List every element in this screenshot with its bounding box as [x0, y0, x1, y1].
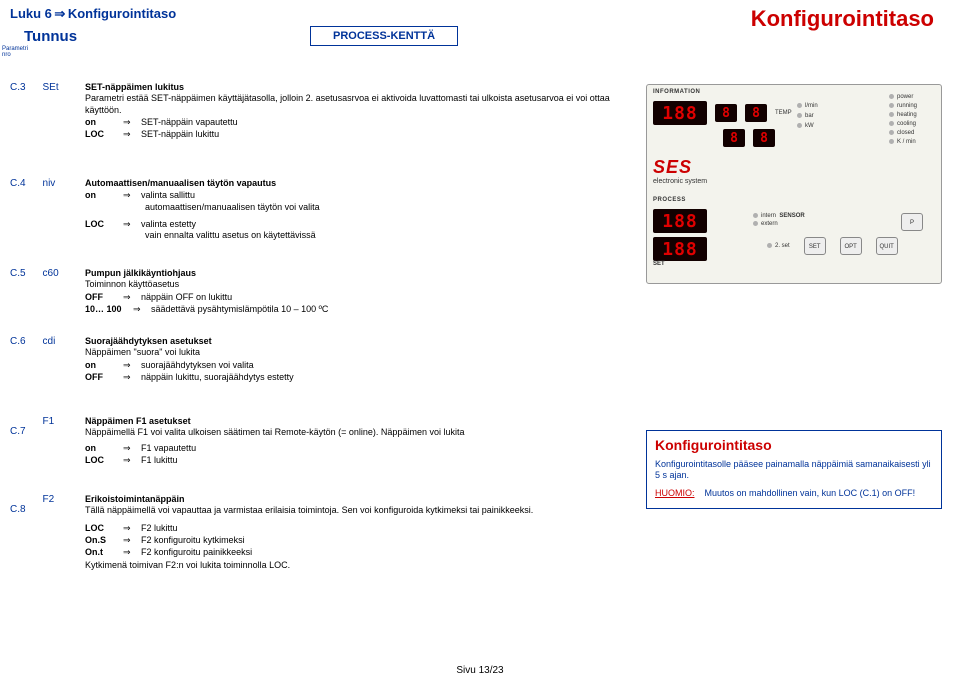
- dot-icon: [889, 103, 894, 108]
- section-c6: C.6 cdi Suorajäähdytyksen asetukset Näpp…: [10, 336, 625, 383]
- chapter-target: Konfigurointitaso: [68, 6, 176, 21]
- param-body: Automaattisen/manuaalisen täytön vapautu…: [85, 178, 625, 241]
- param-body: Suorajäähdytyksen asetukset Näppäimen "s…: [85, 336, 625, 383]
- device-top-row: 188 8 8 TEMP: [653, 101, 792, 125]
- process-field-box: PROCESS-KENTTÄ: [310, 26, 458, 46]
- param-body: SET-näppäimen lukitus Parametri estää SE…: [85, 82, 625, 140]
- param-heading: SET-näppäimen lukitus: [85, 82, 184, 92]
- param-body: Erikoistoimintanäppäin Tällä näppäimellä…: [85, 494, 625, 572]
- dot-icon: [797, 123, 802, 128]
- process-field-text: PROCESS-KENTTÄ: [333, 30, 435, 42]
- device-unit-labels: l/min bar kW: [797, 99, 857, 133]
- param-sym: cdi: [43, 336, 83, 347]
- opt-button[interactable]: OPT: [840, 237, 862, 255]
- ses-logo-text: SES: [653, 157, 707, 178]
- tunnus-label: Tunnus: [24, 28, 77, 45]
- param-heading: Suorajäähdytyksen asetukset: [85, 336, 212, 346]
- seg-display-main: 188: [653, 101, 707, 125]
- param-sym: c60: [43, 268, 83, 279]
- info-label: INFORMATION: [653, 89, 700, 95]
- seg-display-small1: 8: [715, 104, 737, 122]
- chapter-arrow-icon: ⇒: [54, 6, 65, 21]
- seg-display-small2: 8: [745, 104, 767, 122]
- process-label: PROCESS: [653, 197, 686, 203]
- dot-icon: [797, 113, 802, 118]
- param-id: C.8: [10, 494, 40, 515]
- page-footer: Sivu 13/23: [0, 665, 960, 676]
- param-desc: Parametri estää SET-näppäimen käyttäjäta…: [85, 93, 610, 114]
- param-heading: Pumpun jälkikäyntiohjaus: [85, 268, 196, 278]
- dot-icon: [889, 112, 894, 117]
- param-sym: F1: [43, 416, 83, 427]
- section-c8: C.8 F2 Erikoistoimintanäppäin Tällä näpp…: [10, 494, 625, 572]
- dot-icon: [767, 243, 772, 248]
- device-status-labels: power running heating cooling closed K /…: [889, 91, 937, 148]
- param-heading: Näppäimen F1 asetukset: [85, 416, 191, 426]
- param-id: C.4: [10, 178, 40, 189]
- dot-icon: [753, 221, 758, 226]
- param-body: Pumpun jälkikäyntiohjaus Toiminnon käytt…: [85, 268, 625, 315]
- dot-icon: [889, 130, 894, 135]
- dot-icon: [889, 139, 894, 144]
- device-sensor-block: intern SENSOR extern: [753, 211, 853, 229]
- section-c5: C.5 c60 Pumpun jälkikäyntiohjaus Toiminn…: [10, 268, 625, 315]
- device-buttons-row: 2. set SET OPT QUIT: [767, 237, 898, 255]
- dot-icon: [753, 213, 758, 218]
- section-c4: C.4 niv Automaattisen/manuaalisen täytön…: [10, 178, 625, 241]
- device-panel: INFORMATION 188 8 8 TEMP 8 8 l/min bar k…: [646, 84, 942, 284]
- set-button[interactable]: SET: [804, 237, 826, 255]
- temp-label: TEMP: [775, 110, 792, 116]
- config-note-box: Konfigurointitaso Konfigurointitasolle p…: [646, 430, 942, 509]
- param-heading: Erikoistoimintanäppäin: [85, 494, 185, 504]
- param-sym: SEt: [43, 82, 83, 93]
- param-id: C.5: [10, 268, 40, 279]
- chapter-label: Luku 6: [10, 6, 52, 21]
- seg-display-r2b: 8: [753, 129, 775, 147]
- param-body: Näppäimen F1 asetukset Näppäimellä F1 vo…: [85, 416, 625, 466]
- device-logo: SES electronic system: [653, 157, 707, 185]
- param-sym: F2: [43, 494, 83, 505]
- dot-icon: [797, 103, 802, 108]
- huomio-label: HUOMIO:: [655, 488, 695, 498]
- param-id: C.3: [10, 82, 40, 93]
- seg-process: 188: [653, 209, 707, 233]
- seg-set: 188: [653, 237, 707, 261]
- seg-display-r2a: 8: [723, 129, 745, 147]
- dot-icon: [889, 121, 894, 126]
- section-c3: C.3 SEt SET-näppäimen lukitus Parametri …: [10, 82, 625, 140]
- set-label: SET: [653, 261, 665, 267]
- dot-icon: [889, 94, 894, 99]
- p-button[interactable]: P: [901, 213, 923, 231]
- section-c7: C.7 F1 Näppäimen F1 asetukset Näppäimell…: [10, 416, 625, 466]
- param-nro-label: Parametrinro: [2, 46, 28, 58]
- param-id: C.6: [10, 336, 40, 347]
- param-sym: niv: [43, 178, 83, 189]
- ses-logo-sub: electronic system: [653, 178, 707, 185]
- config-desc: Konfigurointitasolle pääsee painamalla n…: [655, 459, 933, 482]
- quit-button[interactable]: QUIT: [876, 237, 898, 255]
- page-title: Konfigurointitaso: [751, 6, 934, 32]
- param-id: C.7: [10, 416, 40, 437]
- param-heading: Automaattisen/manuaalisen täytön vapautu…: [85, 178, 276, 188]
- device-row2: 8 8: [723, 129, 775, 147]
- huomio-text: Muutos on mahdollinen vain, kun LOC (C.1…: [705, 488, 916, 498]
- config-title: Konfigurointitaso: [655, 437, 933, 453]
